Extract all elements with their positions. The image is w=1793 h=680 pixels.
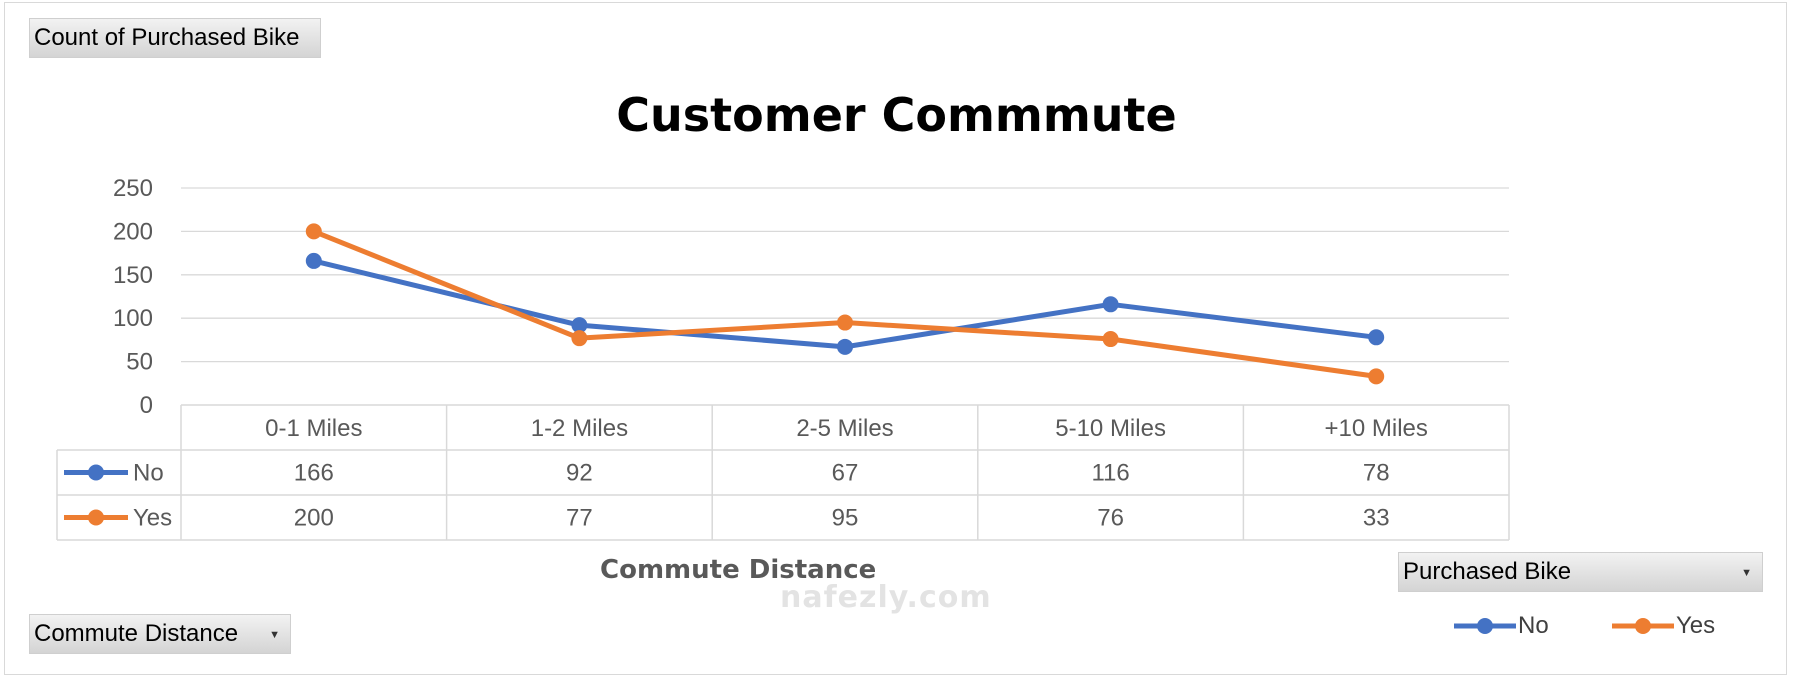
data-point-yes [305, 223, 322, 240]
table-series-label: Yes [133, 505, 172, 532]
legend-item-yes[interactable]: Yes [1610, 612, 1715, 640]
dropdown-arrow-icon[interactable]: ▼ [269, 629, 280, 642]
data-point-yes [571, 330, 588, 347]
watermark: nafezly.com [780, 580, 992, 615]
chart-area [4, 2, 1787, 675]
legend-field-label: Purchased Bike [1403, 558, 1572, 585]
y-tick-label: 150 [113, 262, 153, 289]
legend-label-no: No [1518, 612, 1549, 639]
data-point-no [1102, 296, 1119, 313]
series-line-no [311, 258, 1379, 350]
data-point-no [837, 338, 853, 355]
legend-no-marker-icon [1454, 618, 1516, 634]
x-tick-label: 5-10 Miles [1055, 415, 1166, 442]
chart-title: Customer Commmute [616, 88, 1177, 142]
axis-field-button[interactable]: Commute Distance ▼ [29, 614, 291, 654]
data-point-no [1368, 329, 1385, 346]
data-point-yes [1102, 331, 1119, 348]
table-series-label: No [133, 460, 164, 487]
x-tick-label: 0-1 Miles [265, 415, 362, 442]
legend-item-no[interactable]: No [1452, 612, 1549, 640]
y-tick-label: 100 [113, 305, 153, 332]
table-value: 77 [566, 505, 593, 532]
y-tick-label: 0 [140, 392, 153, 419]
table-legend-key-marker [88, 509, 104, 526]
dropdown-arrow-icon[interactable]: ▼ [1741, 567, 1752, 580]
data-point-no [305, 252, 322, 269]
table-value: 95 [832, 505, 859, 532]
x-tick-label: +10 Miles [1325, 415, 1428, 442]
table-value: 33 [1363, 505, 1390, 532]
table-value: 200 [294, 505, 334, 532]
x-tick-label: 2-5 Miles [796, 415, 893, 442]
y-tick-label: 250 [113, 175, 153, 202]
data-point-yes [837, 314, 853, 331]
table-value: 166 [294, 460, 334, 487]
table-value: 92 [566, 460, 593, 487]
value-field-label: Count of Purchased Bike [34, 24, 300, 51]
table-value: 78 [1363, 460, 1390, 487]
x-tick-label: 1-2 Miles [531, 415, 628, 442]
legend-yes-marker-icon [1612, 618, 1674, 634]
y-tick-label: 200 [113, 218, 153, 245]
table-legend-key-marker [88, 464, 104, 481]
legend-field-button[interactable]: Purchased Bike ▼ [1398, 552, 1763, 592]
table-value: 116 [1091, 460, 1129, 487]
table-value: 67 [832, 460, 859, 487]
y-tick-label: 50 [126, 349, 153, 376]
legend-label-yes: Yes [1676, 612, 1716, 639]
data-point-yes [1368, 368, 1385, 385]
axis-field-label: Commute Distance [34, 620, 239, 647]
value-field-button[interactable]: Count of Purchased Bike [29, 18, 321, 58]
x-axis-title: Commute Distance [600, 555, 877, 585]
table-value: 76 [1097, 505, 1124, 532]
data-point-no [571, 317, 588, 334]
